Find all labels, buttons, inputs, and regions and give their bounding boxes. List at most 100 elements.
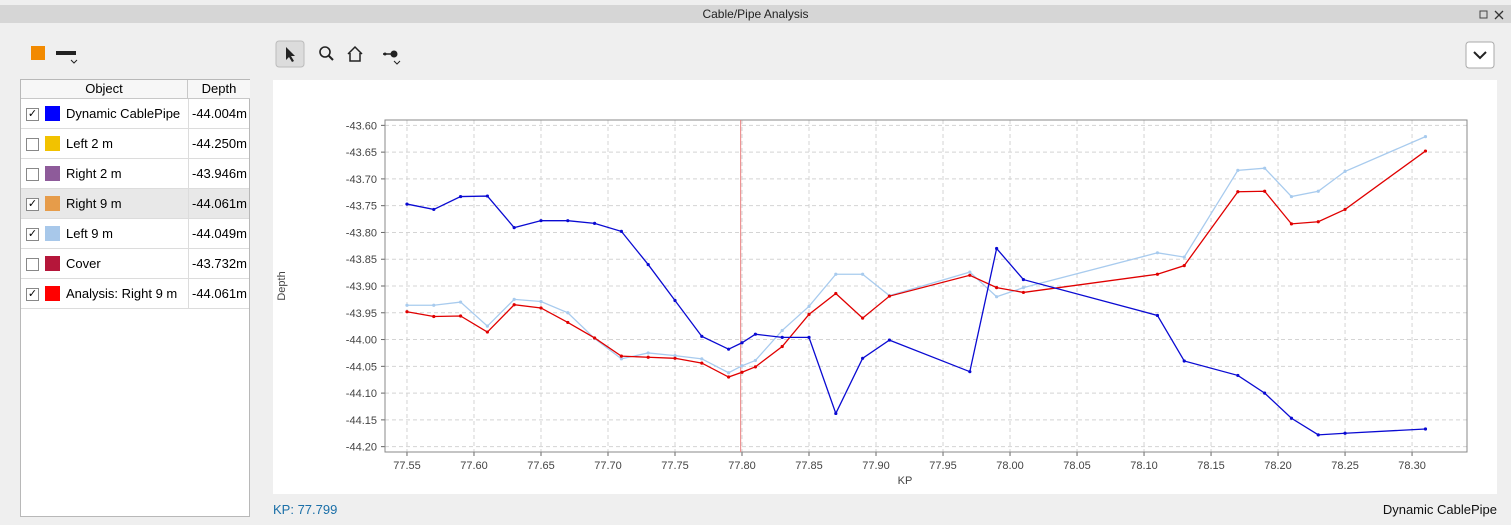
chart: KP Depth -43.60 -43.65 -43.70 -43.75 -43.80 -… bbox=[273, 80, 1497, 494]
table-row[interactable]: ✓ Analysis: Right 9 m -44.061m bbox=[21, 279, 249, 309]
checkbox[interactable] bbox=[26, 138, 39, 151]
object-depth: -44.250m bbox=[188, 129, 247, 158]
data-point bbox=[485, 330, 489, 334]
float-button[interactable] bbox=[1479, 10, 1488, 19]
data-point bbox=[485, 324, 489, 328]
y-axis-label: Depth bbox=[276, 271, 288, 300]
data-point bbox=[485, 194, 489, 198]
data-point bbox=[432, 207, 436, 212]
checkbox[interactable] bbox=[26, 168, 39, 181]
zoom-tool[interactable] bbox=[319, 46, 331, 58]
line-style-button[interactable] bbox=[56, 51, 76, 55]
series-line bbox=[406, 195, 1426, 436]
active-object: Dynamic CablePipe bbox=[1382, 502, 1497, 517]
cursor-readout: KP: 77.799 bbox=[273, 502, 338, 517]
data-point bbox=[861, 272, 865, 276]
x-tick-label: 78.15 bbox=[1197, 460, 1225, 472]
data-point bbox=[458, 314, 463, 318]
object-name: Right 9 m bbox=[66, 196, 122, 211]
color-button[interactable] bbox=[31, 46, 45, 60]
color-swatch bbox=[45, 136, 60, 151]
close-button[interactable] bbox=[1494, 10, 1504, 20]
chart-toolbar[interactable] bbox=[275, 40, 415, 70]
data-point bbox=[1423, 427, 1428, 431]
object-name: Right 2 m bbox=[66, 166, 122, 181]
data-point bbox=[1316, 189, 1320, 193]
checkbox[interactable]: ✓ bbox=[26, 228, 39, 241]
x-tick-label: 78.00 bbox=[996, 460, 1024, 472]
x-tick-label: 77.65 bbox=[527, 460, 555, 472]
data-point bbox=[646, 355, 650, 359]
data-point bbox=[1289, 194, 1294, 199]
checkbox[interactable] bbox=[26, 258, 39, 271]
table-row[interactable]: Right 2 m -43.946m bbox=[21, 159, 249, 189]
data-point bbox=[458, 194, 463, 199]
y-tick-label: -43.70 bbox=[346, 174, 377, 186]
checkbox[interactable]: ✓ bbox=[26, 108, 39, 121]
column-header[interactable]: Depth bbox=[187, 80, 250, 99]
y-tick-label: -43.80 bbox=[346, 227, 377, 239]
table-row[interactable]: ✓ Right 9 m -44.061m bbox=[21, 189, 249, 219]
options-frame[interactable] bbox=[1465, 41, 1495, 69]
data-point bbox=[727, 347, 731, 351]
object-name: Cover bbox=[66, 256, 101, 271]
data-point bbox=[1263, 189, 1267, 193]
data-point bbox=[1155, 251, 1160, 255]
x-tick-label: 78.10 bbox=[1130, 460, 1158, 472]
marker-dot bbox=[383, 52, 387, 56]
checkbox[interactable]: ✓ bbox=[26, 198, 39, 211]
data-point bbox=[646, 351, 650, 355]
data-point bbox=[861, 316, 865, 320]
plot-frame bbox=[384, 119, 1468, 453]
y-tick-label: -43.85 bbox=[346, 254, 377, 266]
color-swatch bbox=[45, 166, 60, 181]
data-point bbox=[740, 370, 744, 374]
data-point bbox=[968, 273, 972, 277]
zoom-handle bbox=[328, 55, 334, 61]
data-point bbox=[968, 270, 972, 274]
data-point bbox=[619, 357, 623, 361]
data-point bbox=[753, 332, 758, 336]
data-point bbox=[1021, 286, 1026, 290]
color-swatch bbox=[45, 256, 60, 271]
data-point bbox=[1343, 207, 1347, 212]
data-point bbox=[405, 202, 409, 206]
object-depth: -43.946m bbox=[188, 159, 247, 188]
x-tick-label: 77.90 bbox=[862, 460, 890, 472]
table-row[interactable]: Left 2 m -44.250m bbox=[21, 129, 249, 159]
data-point bbox=[1182, 255, 1186, 259]
column-header[interactable]: Object bbox=[21, 80, 187, 99]
data-point bbox=[646, 262, 650, 267]
x-tick-label: 77.95 bbox=[929, 460, 957, 472]
data-point bbox=[834, 272, 838, 276]
window-controls[interactable] bbox=[1477, 8, 1507, 22]
y-tick-label: -44.15 bbox=[346, 415, 377, 427]
series-line bbox=[406, 150, 1426, 378]
checkbox[interactable]: ✓ bbox=[26, 288, 39, 301]
table-row[interactable]: ✓ Left 9 m -44.049m bbox=[21, 219, 249, 249]
series-line bbox=[406, 136, 1426, 374]
y-tick-label: -43.60 bbox=[346, 120, 377, 132]
data-point bbox=[432, 314, 436, 319]
table-row[interactable]: ✓ Dynamic CablePipe -44.004m bbox=[21, 99, 249, 129]
object-depth: -44.061m bbox=[188, 189, 247, 218]
title-bar: Cable/Pipe Analysis bbox=[0, 5, 1511, 23]
style-tools[interactable] bbox=[28, 42, 88, 70]
home-tool[interactable] bbox=[347, 45, 363, 62]
data-point bbox=[592, 221, 597, 225]
data-point bbox=[539, 306, 543, 310]
window-title: Cable/Pipe Analysis bbox=[702, 7, 809, 21]
data-point bbox=[753, 358, 758, 363]
data-point bbox=[700, 361, 704, 365]
y-tick-label: -44.20 bbox=[346, 442, 377, 454]
data-point bbox=[780, 344, 784, 349]
data-point bbox=[1021, 277, 1026, 282]
table-row[interactable]: Cover -43.732m bbox=[21, 249, 249, 279]
data-point bbox=[539, 219, 543, 223]
data-point bbox=[1343, 431, 1347, 435]
data-point bbox=[592, 336, 597, 340]
data-point bbox=[700, 357, 704, 361]
options-button[interactable] bbox=[1465, 41, 1495, 69]
data-point bbox=[700, 334, 704, 338]
x-tick-label: 77.55 bbox=[393, 460, 421, 472]
